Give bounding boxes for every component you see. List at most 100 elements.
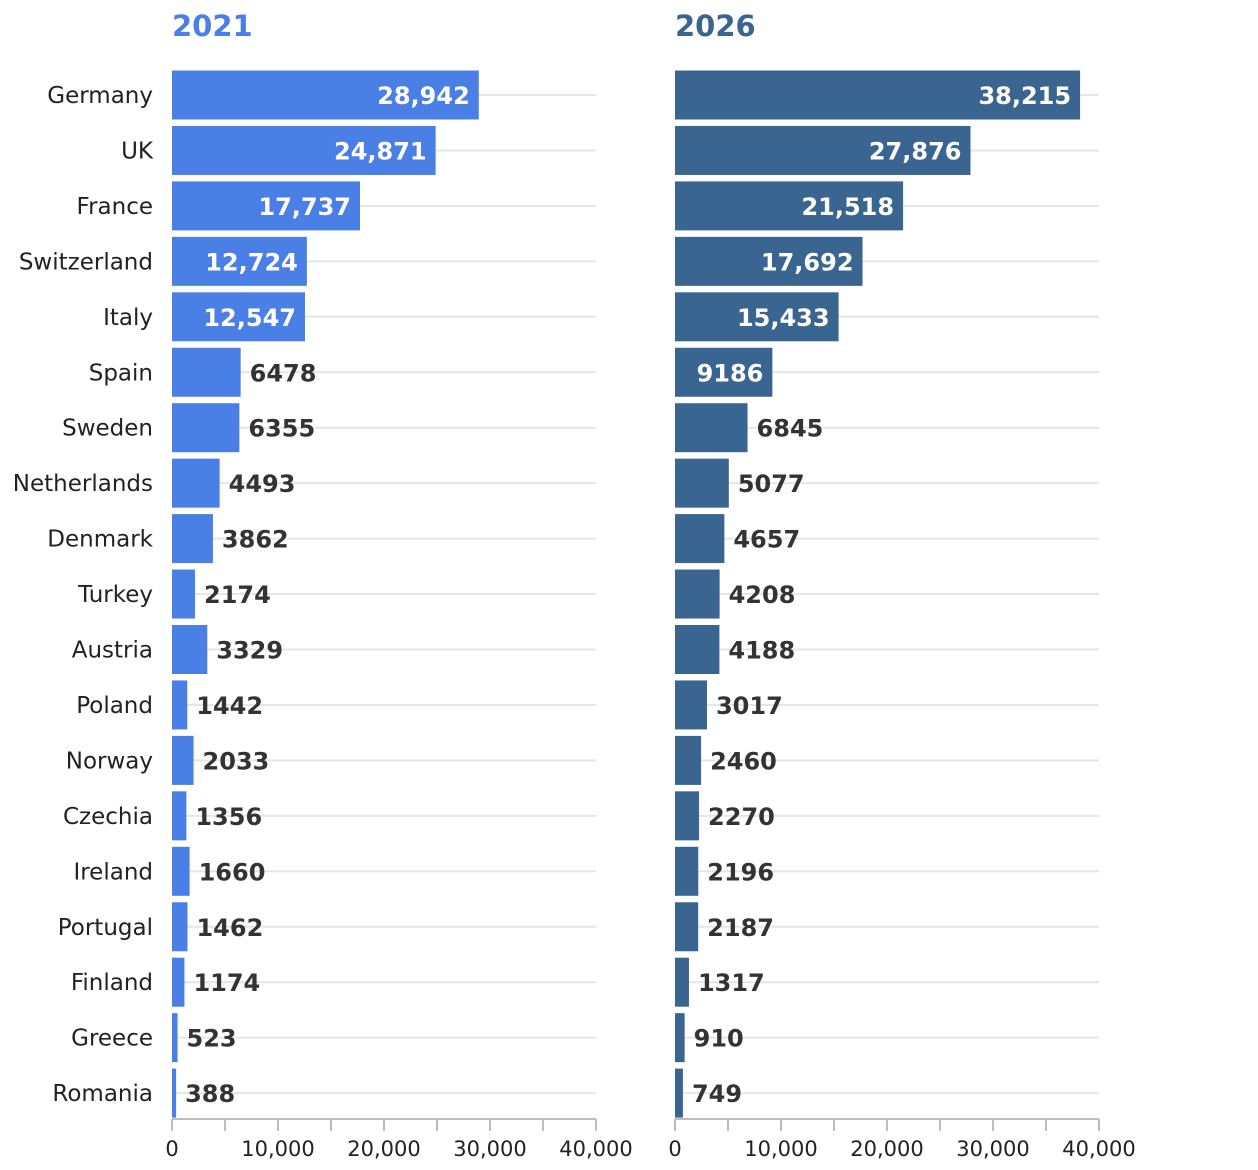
category-label: Sweden bbox=[62, 416, 153, 442]
value-label: 17,737 bbox=[258, 193, 351, 221]
category-label: Ireland bbox=[73, 859, 153, 885]
value-label: 388 bbox=[185, 1080, 235, 1108]
chart-panel-2021: 2021 Germany 28,942 UK 24,871 France 17,737 Swi… bbox=[13, 9, 633, 1161]
value-label: 4657 bbox=[733, 526, 800, 554]
bar-sweden bbox=[172, 403, 240, 453]
value-label: 2174 bbox=[204, 581, 271, 609]
bar-spain bbox=[675, 347, 773, 397]
bar-netherlands bbox=[172, 458, 220, 508]
panel-title: 2026 bbox=[675, 9, 756, 43]
value-label: 2187 bbox=[707, 914, 774, 942]
value-label: 4208 bbox=[729, 581, 796, 609]
category-label: Norway bbox=[66, 748, 153, 774]
bar-turkey bbox=[675, 569, 720, 619]
value-label: 6355 bbox=[248, 415, 315, 443]
bar-czechia bbox=[172, 791, 187, 841]
value-label: 749 bbox=[692, 1080, 742, 1108]
chart-panel-2026: 2026 38,215 27,876 21,518 17,692 15,433 9186 68… bbox=[668, 9, 1135, 1161]
bar-denmark bbox=[675, 514, 725, 564]
value-label: 17,692 bbox=[761, 248, 854, 276]
bar-uk bbox=[675, 125, 971, 175]
bar-germany bbox=[172, 70, 479, 120]
value-label: 4188 bbox=[728, 637, 795, 665]
value-label: 9186 bbox=[697, 359, 764, 387]
category-label: Netherlands bbox=[13, 471, 153, 497]
bar-portugal bbox=[675, 902, 699, 952]
value-label: 24,871 bbox=[334, 137, 427, 165]
category-label: Turkey bbox=[77, 582, 153, 608]
value-label: 12,724 bbox=[205, 248, 298, 276]
value-label: 910 bbox=[694, 1025, 744, 1053]
category-label: UK bbox=[121, 138, 154, 164]
x-tick-label: 0 bbox=[165, 1137, 178, 1161]
bar-austria bbox=[172, 625, 208, 674]
value-label: 3017 bbox=[716, 692, 783, 720]
x-tick-label: 10,000 bbox=[744, 1137, 817, 1161]
value-label: 6845 bbox=[757, 415, 824, 443]
bar-romania bbox=[172, 1068, 177, 1118]
bar-spain bbox=[172, 347, 241, 397]
value-label: 27,876 bbox=[869, 137, 962, 165]
value-label: 2270 bbox=[708, 803, 775, 831]
bar-uk bbox=[172, 125, 436, 175]
bar-poland bbox=[675, 680, 707, 730]
bar-ireland bbox=[172, 846, 190, 896]
category-label: Czechia bbox=[63, 804, 153, 830]
bar-ireland bbox=[675, 846, 699, 896]
bar-turkey bbox=[172, 569, 196, 619]
value-label: 4493 bbox=[229, 470, 296, 498]
category-label: Switzerland bbox=[19, 249, 153, 275]
bar-sweden bbox=[675, 403, 748, 453]
bar-switzerland bbox=[172, 236, 307, 286]
category-label: Italy bbox=[103, 305, 153, 331]
value-label: 12,547 bbox=[203, 304, 296, 332]
bar-germany bbox=[675, 70, 1081, 120]
value-label: 1356 bbox=[195, 803, 262, 831]
bar-poland bbox=[172, 680, 188, 730]
value-label: 38,215 bbox=[978, 82, 1071, 110]
category-label: Spain bbox=[89, 360, 153, 386]
value-label: 1660 bbox=[199, 858, 266, 886]
value-label: 523 bbox=[187, 1025, 237, 1053]
category-label: Poland bbox=[76, 693, 153, 719]
bar-greece bbox=[172, 1013, 178, 1063]
bar-portugal bbox=[172, 902, 188, 952]
category-label: Austria bbox=[72, 638, 153, 664]
x-tick-label: 40,000 bbox=[1062, 1137, 1135, 1161]
value-label: 6478 bbox=[250, 359, 317, 387]
panel-title: 2021 bbox=[172, 9, 253, 43]
bar-france bbox=[675, 181, 904, 231]
x-tick-label: 20,000 bbox=[347, 1137, 420, 1161]
value-label: 1174 bbox=[193, 969, 260, 997]
bar-denmark bbox=[172, 514, 213, 564]
category-label: Denmark bbox=[47, 527, 153, 553]
category-label: Romania bbox=[52, 1081, 153, 1107]
x-tick-label: 0 bbox=[668, 1137, 681, 1161]
category-label: Finland bbox=[71, 970, 153, 996]
bar-austria bbox=[675, 625, 720, 674]
value-label: 2460 bbox=[710, 747, 777, 775]
bar-norway bbox=[675, 735, 702, 785]
category-label: France bbox=[77, 194, 153, 220]
bar-france bbox=[172, 181, 361, 231]
category-label: Germany bbox=[47, 83, 153, 109]
value-label: 2196 bbox=[707, 858, 774, 886]
x-tick-label: 20,000 bbox=[850, 1137, 923, 1161]
x-tick-label: 30,000 bbox=[956, 1137, 1029, 1161]
value-label: 1462 bbox=[196, 914, 263, 942]
bar-greece bbox=[675, 1013, 685, 1063]
value-label: 5077 bbox=[738, 470, 805, 498]
x-tick-label: 40,000 bbox=[559, 1137, 632, 1161]
bar-norway bbox=[172, 735, 194, 785]
bar-italy bbox=[675, 292, 839, 342]
value-label: 1442 bbox=[196, 692, 263, 720]
value-label: 2033 bbox=[203, 747, 270, 775]
value-label: 3862 bbox=[222, 526, 289, 554]
value-label: 15,433 bbox=[737, 304, 830, 332]
bar-switzerland bbox=[675, 236, 863, 286]
bar-finland bbox=[675, 957, 689, 1007]
bar-italy bbox=[172, 292, 305, 342]
value-label: 3329 bbox=[216, 637, 283, 665]
x-tick-label: 10,000 bbox=[241, 1137, 314, 1161]
